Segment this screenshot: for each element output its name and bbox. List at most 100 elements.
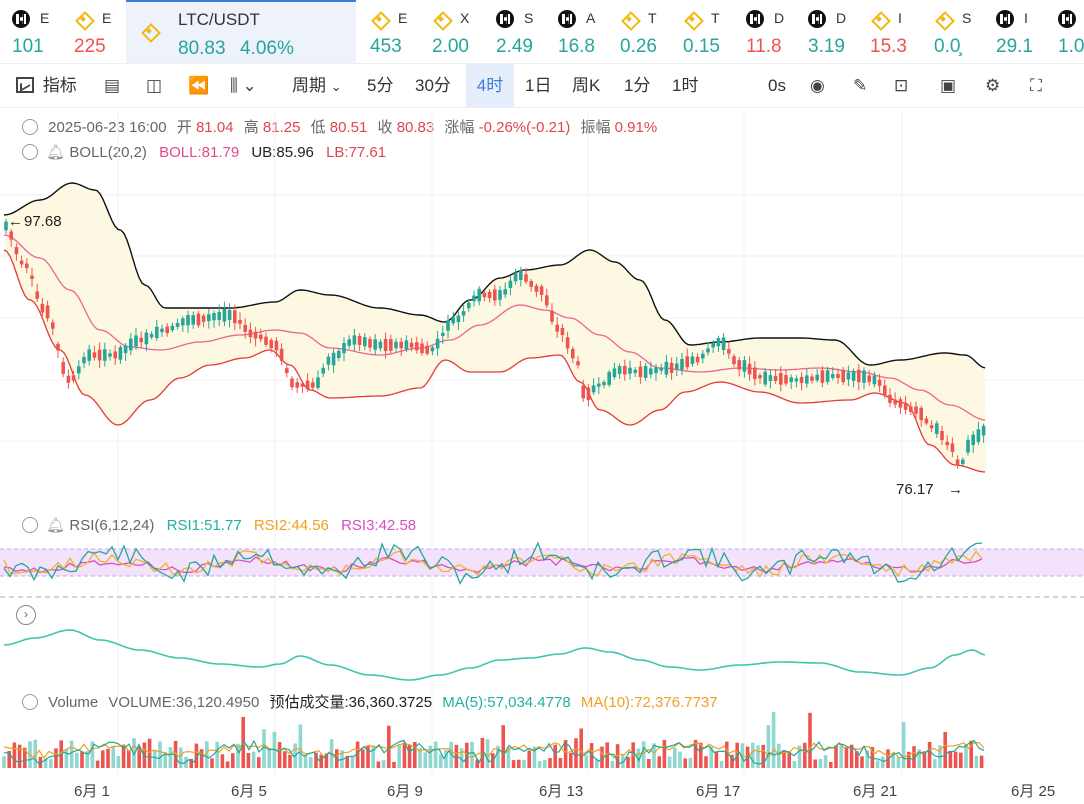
candle-body: [435, 338, 440, 349]
candle-body: [919, 407, 923, 421]
candle-body: [425, 345, 429, 354]
volume-bar: [480, 738, 485, 768]
volume-bar: [787, 751, 791, 768]
volume-bar: [907, 751, 911, 768]
candle-body: [545, 295, 549, 306]
ticker-item[interactable]: S 0.0̧: [934, 0, 974, 63]
ticker-item[interactable]: A 16.8: [558, 0, 598, 63]
volume-bar: [387, 725, 391, 768]
ticker-price: 29.1: [996, 36, 1033, 57]
candle-body: [628, 367, 632, 374]
candle-body: [529, 281, 533, 287]
volume-bar: [636, 748, 641, 768]
volume-bar: [501, 725, 505, 768]
rsi-info: 🔔︎ RSI(6,12,24) RSI1:51.77 RSI2:44.56 RS…: [22, 516, 416, 534]
countdown-label: 0s: [768, 76, 786, 95]
ticker-item[interactable]: 1.0: [1058, 0, 1084, 63]
ticker-item[interactable]: E 453: [370, 0, 410, 63]
candle-body: [758, 375, 762, 379]
volume-bar: [610, 760, 615, 768]
candle-type-icon[interactable]: ⫼ ⌄: [230, 76, 257, 95]
ticker-item[interactable]: I 15.3: [870, 0, 910, 63]
volume-bar: [855, 751, 859, 768]
rewind-icon[interactable]: ⏪: [188, 76, 210, 95]
ticker-item[interactable]: X 2.00: [432, 0, 472, 63]
rsi-name[interactable]: RSI(6,12,24): [69, 517, 155, 534]
volume-bar: [106, 748, 110, 768]
candle-body: [831, 374, 835, 378]
volume-bar: [574, 738, 578, 768]
ticker-item[interactable]: S 2.49: [496, 0, 536, 63]
candle-body: [352, 335, 357, 345]
volume-bar: [397, 744, 401, 768]
ticker-price: 0.15: [683, 36, 720, 57]
candle-body: [108, 353, 112, 357]
eye-icon[interactable]: [22, 144, 38, 160]
ticker-item[interactable]: E 101: [12, 0, 52, 63]
volume-bar: [246, 753, 251, 768]
ticker-item[interactable]: D 11.8: [746, 0, 786, 63]
ticker-item[interactable]: T 0.26: [620, 0, 660, 63]
candle-body: [825, 370, 830, 382]
template-icon[interactable]: ▣: [940, 76, 957, 95]
indicator-chart-icon: [16, 77, 34, 93]
calendar-icon[interactable]: ▤: [104, 76, 121, 95]
pencil-icon[interactable]: ✎: [853, 76, 868, 95]
volume-bar: [7, 751, 11, 768]
volume-bar: [912, 746, 916, 768]
candle-body: [534, 285, 539, 292]
camera-icon[interactable]: ◉: [810, 76, 825, 95]
interval-30m[interactable]: 30分: [415, 76, 451, 95]
bell-icon[interactable]: 🔔︎: [46, 517, 66, 534]
volume-bar: [641, 741, 646, 768]
volume-ma10-line: [3, 741, 985, 759]
close-value: 80.83: [396, 119, 435, 136]
volume-bar: [740, 743, 745, 768]
interval-1d[interactable]: 1日: [525, 76, 552, 95]
eye-icon[interactable]: [22, 694, 38, 710]
ticker-price: 0.0̧: [934, 36, 961, 57]
fullscreen-icon[interactable]: ⛶: [1030, 76, 1042, 95]
settings-gear-icon[interactable]: ⚙: [985, 76, 1001, 95]
volume-bar: [584, 755, 589, 768]
candle-body: [456, 315, 461, 323]
bell-icon[interactable]: 🔔︎: [46, 144, 66, 161]
indicators-label: 指标: [42, 76, 77, 95]
boll-mid-value: BOLL:81.79: [159, 144, 240, 161]
interval-1m[interactable]: 1分: [624, 76, 651, 95]
period-dropdown[interactable]: 周期 ⌄: [292, 64, 342, 108]
volume-name[interactable]: Volume: [48, 694, 99, 711]
interval-1h[interactable]: 1时: [672, 76, 699, 95]
ticker-item[interactable]: I 29.1: [996, 0, 1036, 63]
ticker-item[interactable]: LTC/USDT 80.83 4.06%: [126, 0, 356, 63]
add-panel-icon[interactable]: ⊡: [894, 76, 909, 95]
volume-bar: [132, 738, 136, 768]
candle-body: [576, 361, 580, 366]
volume-bar: [693, 739, 698, 768]
candle-body: [966, 439, 970, 453]
volume-bar: [17, 744, 22, 768]
expand-chevron-icon[interactable]: ›: [16, 605, 36, 625]
candle-body: [233, 310, 237, 324]
eye-icon[interactable]: [22, 119, 38, 135]
boll-upper-line: [3, 182, 986, 369]
arrow-left-icon: ←: [8, 213, 23, 230]
boll-name[interactable]: BOLL(20,2): [69, 144, 147, 161]
interval-5m[interactable]: 5分: [367, 76, 394, 95]
amplitude-value: 0.91%: [614, 119, 658, 136]
layout-icon[interactable]: ◫: [146, 76, 163, 95]
change-label: 涨幅: [444, 119, 475, 136]
indicators-button[interactable]: 指标: [16, 64, 77, 108]
interval-week[interactable]: 周K: [572, 76, 601, 95]
volume-bar: [860, 756, 864, 768]
volume-bar: [303, 754, 308, 768]
ticker-item[interactable]: T 0.15: [683, 0, 723, 63]
ticker-item[interactable]: E 225: [74, 0, 114, 63]
ticker-item[interactable]: D 3.19: [808, 0, 848, 63]
interval-4h[interactable]: 4时: [466, 64, 514, 108]
volume-bar: [59, 740, 63, 768]
binance-icon: [140, 22, 158, 40]
ticker-symbol: I: [1024, 10, 1028, 26]
candle-body: [753, 367, 757, 380]
eye-icon[interactable]: [22, 517, 38, 533]
